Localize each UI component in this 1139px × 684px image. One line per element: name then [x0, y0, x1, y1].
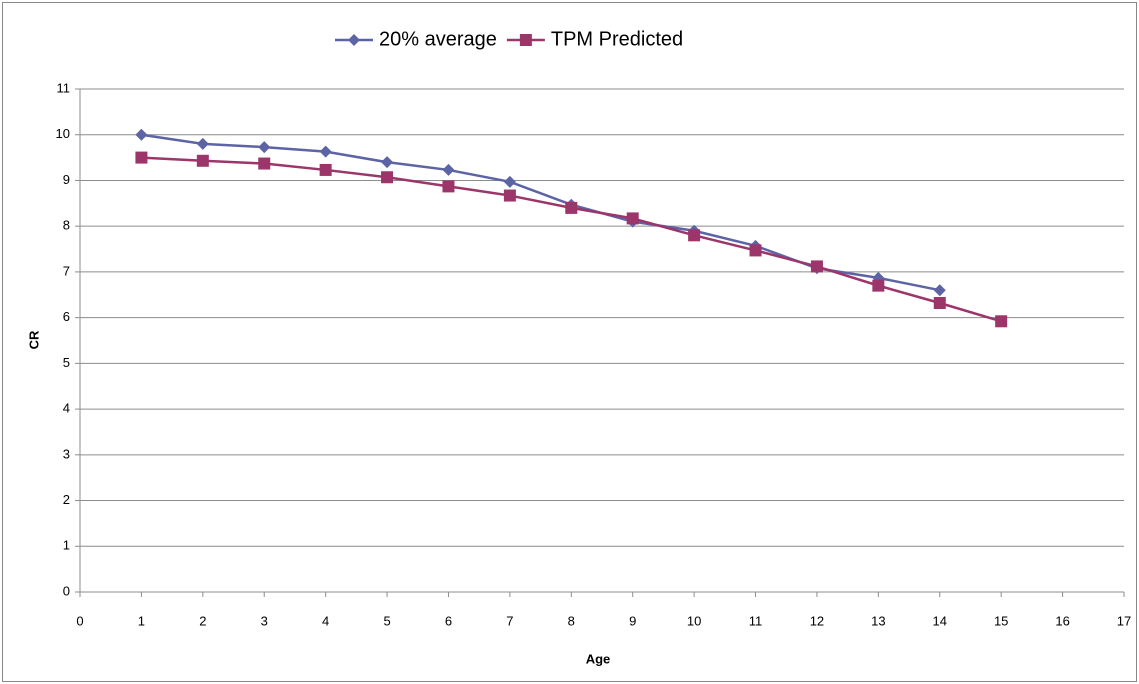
y-tick-label: 10 — [56, 126, 70, 141]
marker — [995, 315, 1008, 328]
marker — [319, 163, 332, 176]
y-tick-label: 7 — [63, 263, 70, 278]
x-tick-label: 14 — [933, 613, 947, 628]
marker — [810, 260, 823, 273]
x-tick-label: 13 — [871, 613, 885, 628]
y-tick-label: 8 — [63, 218, 70, 233]
x-tick-label: 9 — [629, 613, 636, 628]
marker — [258, 141, 271, 154]
y-tick-label: 4 — [63, 401, 70, 416]
x-tick-label: 10 — [687, 613, 701, 628]
legend-label: TPM Predicted — [551, 28, 683, 50]
y-tick-label: 0 — [63, 583, 70, 598]
x-tick-label: 8 — [568, 613, 575, 628]
marker — [258, 157, 271, 170]
x-tick-label: 12 — [810, 613, 824, 628]
y-axis-title: CR — [26, 330, 41, 349]
x-tick-label: 11 — [749, 613, 763, 628]
x-tick-label: 5 — [383, 613, 390, 628]
marker — [872, 279, 885, 292]
marker — [442, 180, 455, 193]
x-tick-label: 16 — [1055, 613, 1069, 628]
x-tick-label: 7 — [506, 613, 513, 628]
marker — [381, 156, 394, 169]
y-tick-label: 11 — [57, 80, 71, 95]
marker — [135, 128, 148, 141]
x-tick-label: 17 — [1117, 613, 1131, 628]
y-tick-label: 5 — [63, 355, 70, 370]
legend-marker — [519, 34, 532, 46]
marker — [196, 137, 209, 150]
y-tick-label: 2 — [63, 492, 70, 507]
marker — [135, 151, 148, 164]
marker — [749, 244, 762, 257]
marker — [381, 171, 394, 184]
marker — [933, 284, 946, 297]
x-tick-label: 4 — [322, 613, 329, 628]
marker — [565, 201, 578, 214]
x-tick-label: 1 — [138, 613, 145, 628]
marker — [503, 189, 516, 202]
legend-marker — [348, 34, 360, 46]
y-tick-label: 6 — [63, 309, 70, 324]
marker — [688, 229, 701, 242]
marker — [933, 297, 946, 310]
x-axis-title: Age — [586, 651, 611, 666]
marker — [626, 212, 639, 225]
y-tick-label: 1 — [63, 538, 70, 553]
legend-label: 20% average — [379, 28, 497, 50]
marker — [442, 163, 455, 176]
x-tick-label: 3 — [261, 613, 268, 628]
y-tick-label: 3 — [63, 446, 70, 461]
y-tick-label: 9 — [63, 172, 70, 187]
marker — [196, 154, 209, 167]
marker — [319, 145, 332, 158]
x-tick-label: 15 — [994, 613, 1008, 628]
x-tick-label: 6 — [445, 613, 452, 628]
marker — [503, 175, 516, 188]
x-tick-label: 0 — [76, 613, 83, 628]
x-tick-label: 2 — [199, 613, 206, 628]
